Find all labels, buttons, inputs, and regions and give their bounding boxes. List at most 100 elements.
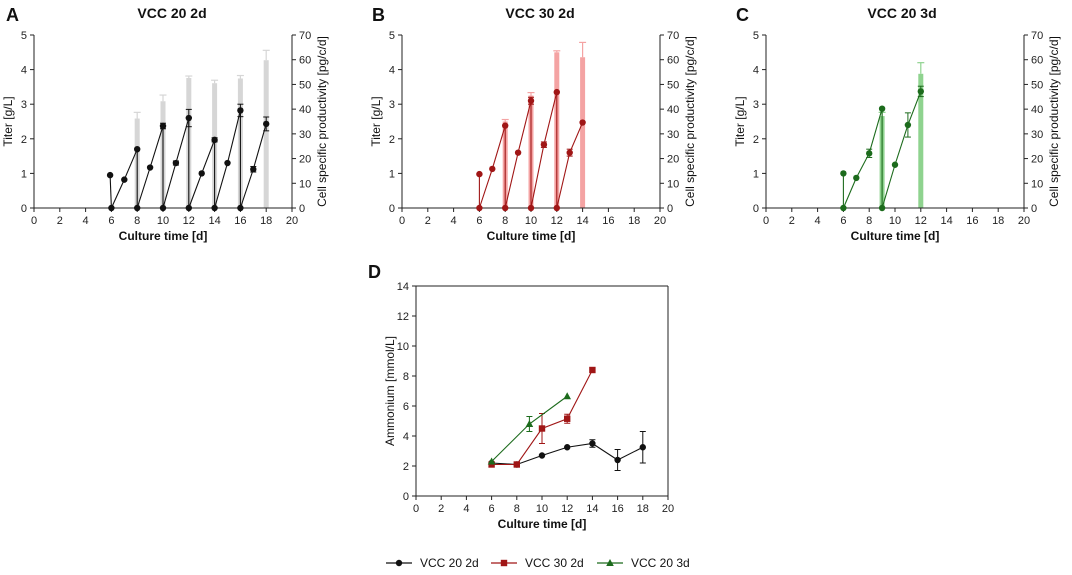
data-point <box>564 444 571 451</box>
y-tick-label: 0 <box>753 203 759 215</box>
y-tick-label: 4 <box>403 431 409 443</box>
legend-label: VCC 20 3d <box>631 556 690 570</box>
series-line <box>109 175 112 209</box>
y-tick-label: 1 <box>389 168 395 180</box>
y2-tick-label: 60 <box>1031 55 1043 67</box>
panel-letter: A <box>6 5 19 25</box>
y-tick-label: 1 <box>21 168 27 180</box>
x-tick-label: 4 <box>815 215 821 227</box>
series-line <box>214 110 241 209</box>
x-tick-label: 10 <box>889 215 901 227</box>
data-point <box>159 204 167 212</box>
data-point <box>589 440 596 447</box>
panel-a: A VCC 20 2d0 2 4 6 8 10 12 14 16 18 200123450102030… <box>1 5 329 243</box>
x-tick-label: 6 <box>489 503 495 515</box>
y2-tick-label: 70 <box>1031 30 1043 42</box>
y-tick-label: 6 <box>403 401 409 413</box>
legend-marker <box>606 559 614 566</box>
series-line <box>842 108 883 209</box>
x-tick-label: 20 <box>654 215 666 227</box>
y-tick-label: 2 <box>21 134 27 146</box>
y2-tick-label: 10 <box>299 178 311 190</box>
x-tick-label: 2 <box>438 503 444 515</box>
y-tick-label: 5 <box>753 30 759 42</box>
y-tick-label: 0 <box>21 203 27 215</box>
data-point <box>553 204 560 212</box>
x-tick-label: 10 <box>536 503 548 515</box>
y-tick-label: 10 <box>397 341 409 353</box>
data-point <box>538 425 546 432</box>
x-tick-label: 8 <box>514 503 520 515</box>
data-point <box>527 97 535 104</box>
data-point <box>614 456 621 464</box>
data-point <box>513 461 520 468</box>
data-point <box>553 88 560 96</box>
data-point <box>564 415 571 422</box>
data-point <box>639 444 646 451</box>
y-tick-label: 0 <box>403 491 409 503</box>
x-tick-label: 4 <box>83 215 89 227</box>
data-point <box>866 150 873 157</box>
x-tick-label: 18 <box>637 503 649 515</box>
x-tick-label: 12 <box>561 503 573 515</box>
data-point <box>489 165 496 173</box>
x-tick-label: 16 <box>611 503 623 515</box>
panel-letter: D <box>368 262 381 282</box>
y2-tick-label: 30 <box>667 129 679 141</box>
x-tick-label: 14 <box>586 503 598 515</box>
data-point <box>878 204 886 212</box>
y2-tick-label: 60 <box>299 55 311 67</box>
data-point <box>146 164 154 171</box>
data-point <box>891 161 899 168</box>
data-point <box>263 120 270 128</box>
data-point <box>106 171 114 179</box>
x-tick-label: 10 <box>525 215 537 227</box>
y2-tick-label: 40 <box>1031 104 1043 116</box>
data-point <box>525 420 534 427</box>
x-tick-label: 20 <box>286 215 298 227</box>
data-point <box>538 452 546 459</box>
data-point <box>566 149 573 156</box>
panel-title: VCC 30 2d <box>505 5 574 21</box>
y2-tick-label: 30 <box>299 129 311 141</box>
y2-tick-label: 60 <box>667 55 679 67</box>
y2-axis-title: Cell specific productivity [pg/c/d] <box>315 36 329 207</box>
x-tick-label: 12 <box>183 215 195 227</box>
data-point <box>589 366 596 374</box>
y-tick-label: 4 <box>21 65 27 77</box>
data-point <box>840 204 847 212</box>
series-line <box>239 123 267 209</box>
data-point <box>211 204 218 212</box>
panel-letter: C <box>736 5 749 25</box>
x-tick-label: 18 <box>628 215 640 227</box>
panel-letter: B <box>372 5 385 25</box>
x-tick-label: 6 <box>108 215 114 227</box>
y-tick-label: 0 <box>389 203 395 215</box>
x-tick-label: 2 <box>789 215 795 227</box>
y2-tick-label: 40 <box>299 104 311 116</box>
x-axis-title: Culture time [d] <box>119 229 208 243</box>
bar <box>918 73 924 209</box>
data-point <box>224 159 231 167</box>
x-tick-label: 0 <box>763 215 769 227</box>
x-tick-label: 14 <box>940 215 952 227</box>
data-point <box>502 122 509 129</box>
x-tick-label: 16 <box>602 215 614 227</box>
x-tick-label: 8 <box>502 215 508 227</box>
x-tick-label: 18 <box>992 215 1004 227</box>
y2-tick-label: 40 <box>667 104 679 116</box>
data-point <box>237 204 244 212</box>
panel-title: VCC 20 3d <box>867 5 936 21</box>
x-tick-label: 10 <box>157 215 169 227</box>
y2-tick-label: 10 <box>667 178 679 190</box>
y-axis-title: Titer [g/L] <box>369 96 383 146</box>
x-tick-label: 4 <box>463 503 469 515</box>
series-line <box>556 122 584 209</box>
data-point <box>840 170 847 177</box>
y2-tick-label: 20 <box>667 154 679 166</box>
data-point <box>563 392 571 400</box>
y-axis-title: Titer [g/L] <box>733 96 747 146</box>
data-point <box>487 457 496 465</box>
